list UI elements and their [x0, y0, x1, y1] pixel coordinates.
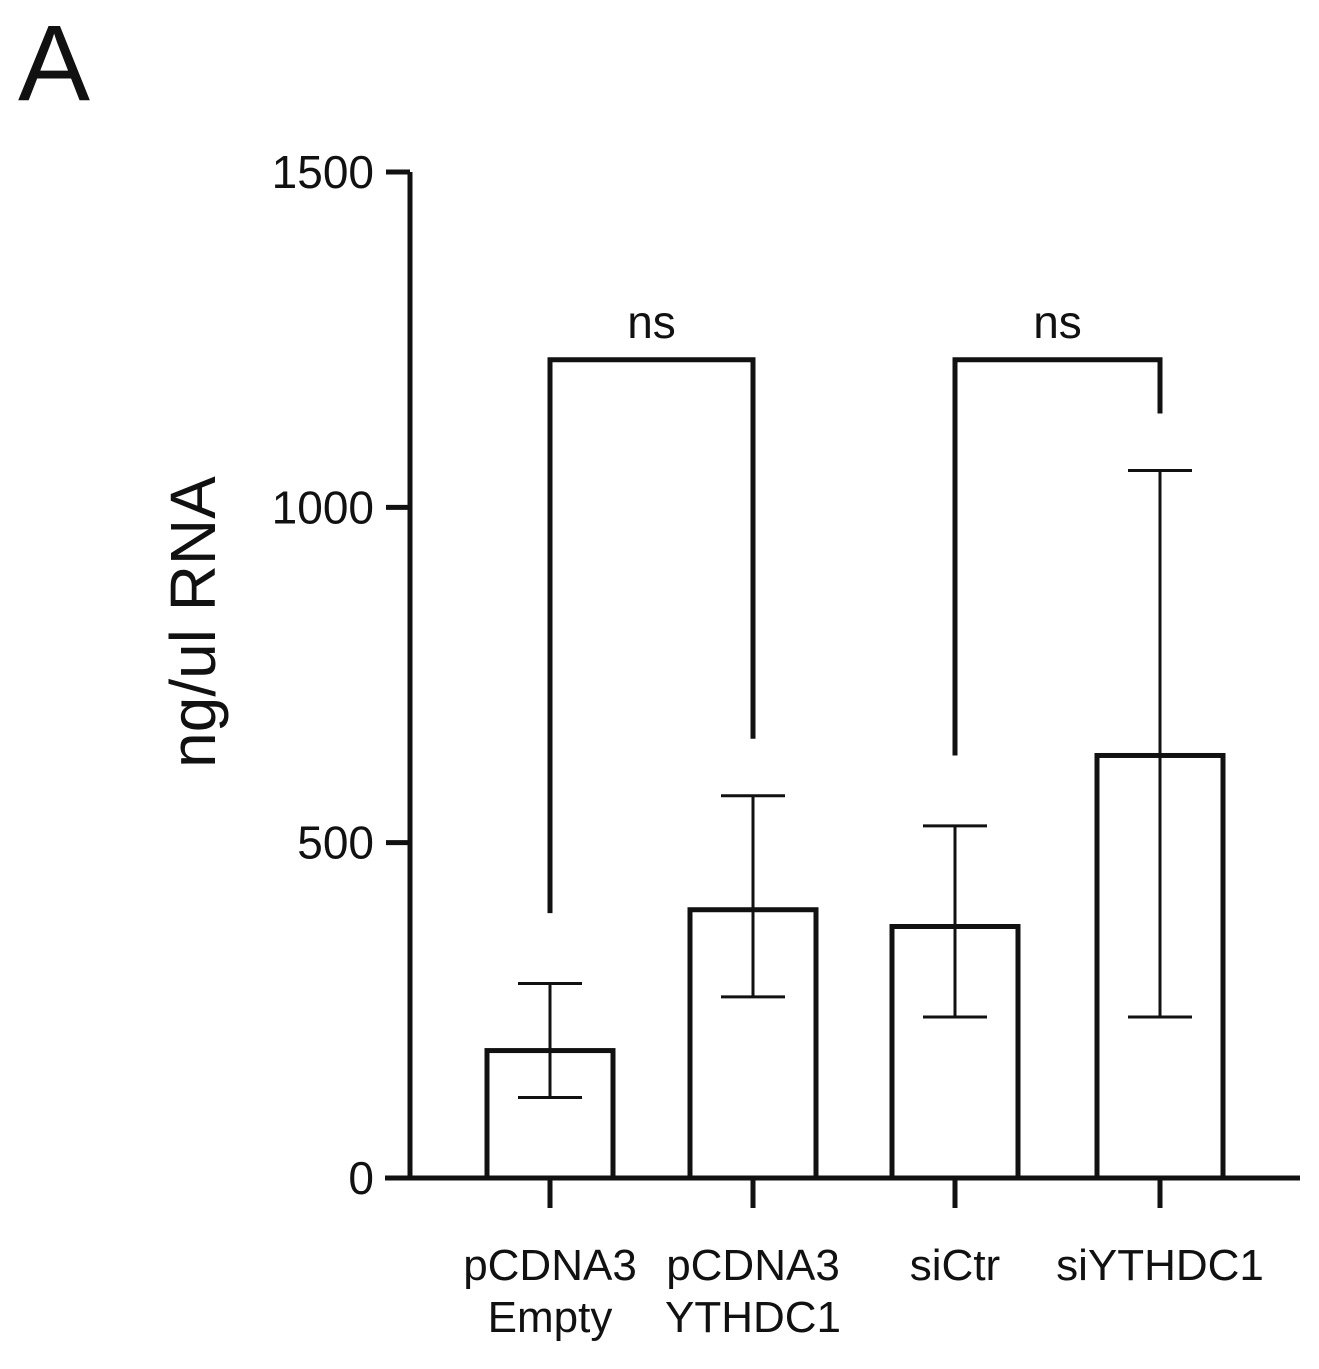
x-tick-label: siYTHDC1 [1056, 1241, 1264, 1290]
y-tick-label: 0 [348, 1152, 374, 1204]
x-tick-label: pCDNA3 [463, 1241, 637, 1290]
y-tick-label: 1000 [272, 481, 374, 533]
y-axis-label: ng/ul RNA [157, 476, 229, 768]
bars [484, 752, 1226, 1181]
significance-bracket [547, 357, 756, 914]
x-tick-label: YTHDC1 [665, 1293, 841, 1342]
significance-label: ns [1033, 296, 1082, 348]
significance-label: ns [627, 296, 676, 348]
x-tick-label: Empty [488, 1293, 613, 1342]
y-tick-label: 500 [297, 817, 374, 869]
error-bars [518, 468, 1192, 1100]
bar [889, 924, 1021, 1181]
significance-brackets [547, 357, 1163, 914]
y-tick-label: 1500 [272, 146, 374, 198]
x-tick-label: siCtr [910, 1241, 1000, 1290]
significance-bracket [952, 357, 1163, 756]
panel-label: A [18, 2, 90, 123]
x-tick-label: pCDNA3 [666, 1241, 840, 1290]
